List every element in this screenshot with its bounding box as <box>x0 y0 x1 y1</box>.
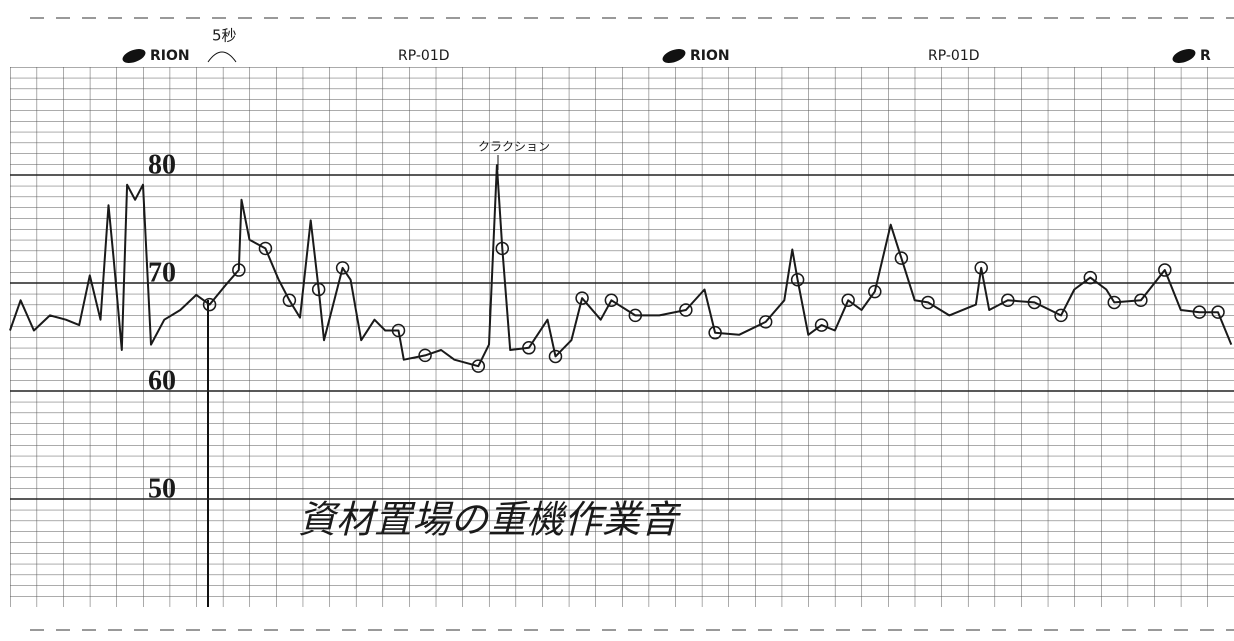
caption: 資材置場の重機作業音 <box>298 498 682 542</box>
event-bracket <box>208 52 236 62</box>
y-tick-label: 50 <box>148 473 176 504</box>
brand-label: R <box>1200 48 1211 64</box>
y-tick-label: 80 <box>148 149 176 180</box>
logo-mark <box>121 46 148 65</box>
brand-label: RP-01D <box>398 48 450 64</box>
event-label: 5秒 <box>212 27 237 45</box>
chart: RION RP-01D RION RP-01D R 5秒クラクション資材置場の重機作業音 5… <box>0 0 1234 641</box>
brand-label: RION <box>690 48 730 64</box>
spike-label: クラクション <box>478 140 550 154</box>
logo-mark <box>661 46 688 65</box>
y-tick-label: 70 <box>148 257 176 288</box>
brand-label: RION <box>150 48 190 64</box>
y-tick-label: 60 <box>148 365 176 396</box>
logo-mark <box>1171 46 1198 65</box>
brand-label: RP-01D <box>928 48 980 64</box>
